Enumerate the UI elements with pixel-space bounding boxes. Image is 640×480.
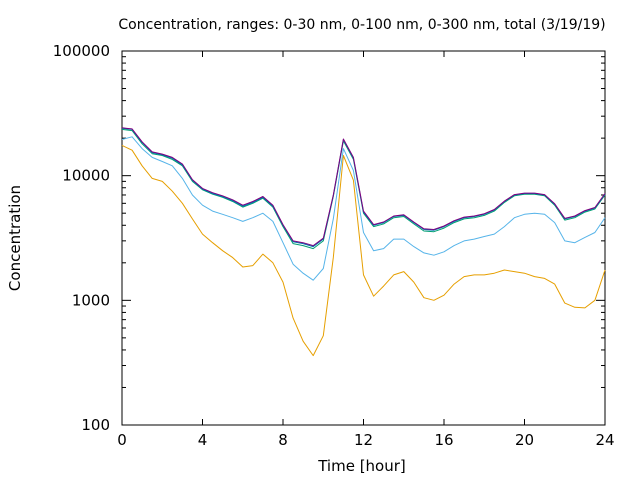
x-tick-label: 24	[595, 431, 614, 449]
x-tick-label: 0	[117, 431, 127, 449]
series-line-5	[121, 127, 606, 247]
x-tick-label: 12	[354, 431, 373, 449]
y-axis-title: Concentration	[6, 185, 24, 291]
x-tick-label: 8	[278, 431, 288, 449]
y-tick-label: 100	[81, 416, 110, 434]
y-axis: 100 1000 10000 100000	[53, 42, 605, 434]
y-tick-label: 10000	[62, 167, 110, 185]
x-axis: 0 4 8 12 16 20 24	[117, 51, 615, 449]
y-tick-label: 100000	[53, 42, 110, 60]
x-tick-label: 20	[515, 431, 534, 449]
chart-title: Concentration, ranges: 0-30 nm, 0-100 nm…	[118, 17, 605, 33]
plot-frame	[121, 50, 606, 426]
series-line-2	[121, 136, 606, 281]
x-axis-title: Time [hour]	[317, 457, 406, 475]
series-lines	[121, 127, 606, 357]
series-line-3	[121, 128, 606, 250]
series-line-1	[121, 144, 606, 357]
series-line-4	[121, 127, 606, 248]
x-tick-label: 16	[434, 431, 453, 449]
y-tick-label: 1000	[72, 291, 110, 309]
x-tick-label: 4	[198, 431, 208, 449]
